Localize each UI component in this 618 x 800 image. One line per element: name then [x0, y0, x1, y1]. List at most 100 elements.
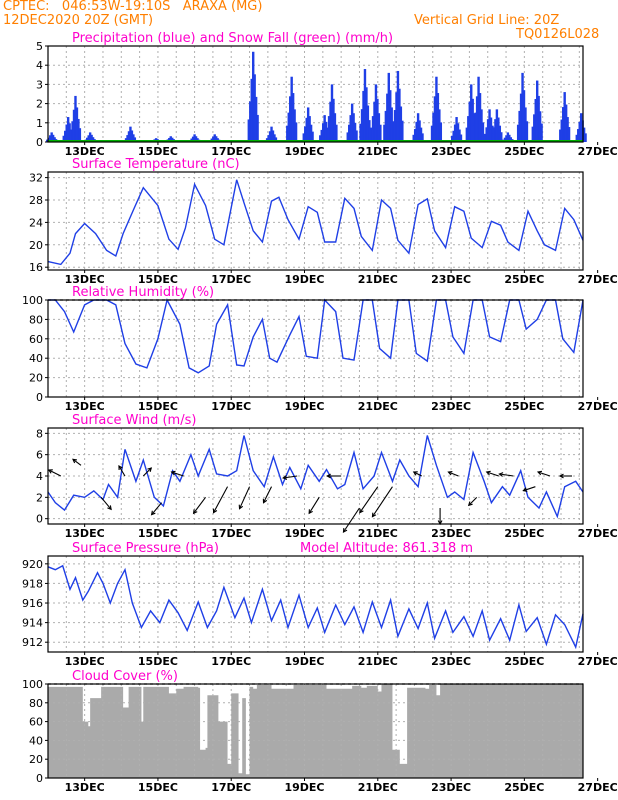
pressure-x-tick-label: 23DEC	[431, 655, 471, 668]
precip-bar	[415, 121, 418, 142]
precip-bar	[525, 121, 529, 142]
pressure-y-tick-label: 912	[22, 636, 43, 649]
precip-bar	[535, 80, 539, 142]
rh-x-tick-label: 23DEC	[431, 400, 471, 413]
precip-bar	[270, 126, 273, 142]
wind-grid	[48, 428, 583, 524]
wind-x-tick-label: 15DEC	[138, 527, 178, 540]
precip-panel: Precipitation (blue) and Snow Fall (gree…	[36, 31, 618, 158]
precip-bar	[430, 125, 434, 142]
wind-arrow-head	[238, 504, 244, 510]
precip-bar	[88, 132, 92, 142]
precip-title: Precipitation (blue) and Snow Fall (gree…	[72, 31, 393, 46]
precip-bar	[306, 107, 310, 142]
precip-bar	[78, 128, 82, 142]
precip-bar	[268, 131, 272, 142]
precip-bar	[468, 101, 471, 142]
precip-bar	[393, 110, 397, 142]
precip-bar	[273, 134, 276, 142]
precip-bar	[169, 136, 172, 142]
rh-y-tick-label: 40	[29, 352, 43, 365]
precip-bar	[254, 96, 258, 142]
precip-bar	[419, 127, 423, 142]
cloud-x-tick-label: 25DEC	[504, 781, 544, 794]
pressure-series-line	[47, 564, 584, 650]
wind-arrow-head	[282, 475, 288, 480]
precip-bar	[366, 105, 370, 142]
rh-y-tick-label: 20	[29, 372, 43, 385]
precip-x-tick-label: 19DEC	[284, 145, 324, 158]
cloud-y-tick-label: 100	[22, 678, 43, 691]
precip-bar	[435, 76, 438, 142]
wind-y-tick-label: 0	[36, 513, 43, 526]
header-model-code: TQ0126L028	[516, 27, 600, 42]
wind-arrow-head	[262, 498, 268, 504]
precip-y-tick-label: 5	[36, 40, 43, 53]
precip-bar	[133, 137, 137, 142]
precip-bar	[477, 76, 480, 142]
precip-bar	[250, 78, 253, 142]
precip-bar	[129, 126, 132, 142]
cloud-y-tick-label: 20	[29, 753, 43, 766]
precip-bar	[383, 124, 386, 142]
precip-bars	[46, 51, 587, 143]
pressure-x-tick-label: 21DEC	[358, 655, 398, 668]
precip-bar	[503, 137, 507, 142]
wind-arrow	[359, 486, 379, 513]
temp-x-tick-label: 19DEC	[284, 273, 324, 286]
precip-bar	[370, 127, 373, 142]
precip-bar	[350, 103, 354, 142]
wind-x-tick-label: 27DEC	[578, 527, 618, 540]
precip-bar	[252, 51, 255, 143]
precip-bar	[498, 125, 502, 142]
precip-x-tick-label: 17DEC	[211, 145, 251, 158]
wind-arrow-head	[150, 510, 156, 516]
cloud-panel: Cloud Cover (%) 0 20 40 60 80 100 13DEC 15DEC 17D…	[22, 669, 618, 794]
precip-bar	[126, 135, 129, 142]
wind-arrow	[468, 496, 478, 506]
header-grid-note: Vertical Grid Line: 20Z	[414, 13, 560, 28]
precip-bar	[320, 129, 323, 142]
precip-bar	[579, 113, 583, 142]
precip-bar	[456, 123, 460, 142]
precip-bar	[193, 134, 196, 142]
wind-panel: Surface Wind (m/s) 0 2 4 6 8 13DEC 15DEC 17DEC 19…	[36, 413, 618, 540]
precip-bar	[485, 127, 488, 142]
precip-bar	[46, 139, 49, 142]
precip-x-tick-label: 13DEC	[65, 145, 105, 158]
precip-bar	[578, 121, 581, 142]
precip-bar	[452, 130, 455, 142]
precip-bar	[474, 112, 477, 142]
precip-bar	[330, 84, 334, 142]
wind-arrow	[151, 502, 163, 516]
precip-bar	[584, 133, 587, 142]
precip-bar	[309, 124, 313, 142]
precip-frame	[47, 45, 584, 143]
precip-bar	[500, 132, 503, 142]
wind-arrow-head	[308, 509, 313, 515]
pressure-x-tick-label: 15DEC	[138, 655, 178, 668]
precip-bar	[335, 124, 338, 142]
precip-bar	[395, 92, 398, 142]
wind-y-tick-label: 8	[36, 427, 43, 440]
temp-series-line	[47, 179, 584, 266]
wind-x-tick-label: 17DEC	[211, 527, 251, 540]
precip-bar	[332, 98, 335, 142]
cloud-x-tick-label: 21DEC	[358, 781, 398, 794]
precip-bar	[475, 96, 479, 142]
temp-x-tick-label: 21DEC	[358, 273, 398, 286]
precip-y-tick-label: 1	[36, 117, 43, 130]
precip-bar	[421, 133, 424, 142]
wind-arrow	[239, 486, 251, 509]
cloud-grid	[48, 684, 583, 778]
precip-bar	[168, 137, 171, 142]
pressure-x-tick-label: 13DEC	[65, 655, 105, 668]
precip-bar	[416, 113, 420, 142]
precip-bar	[522, 90, 526, 142]
precip-bar	[130, 130, 134, 142]
precip-bar	[373, 101, 376, 142]
wind-arrow	[537, 471, 551, 477]
wind-y-tick-label: 6	[36, 449, 43, 462]
precip-bar	[77, 118, 80, 142]
